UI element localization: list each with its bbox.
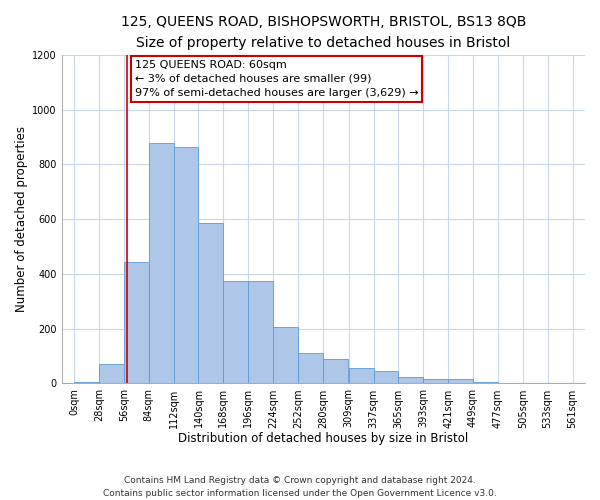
Bar bbox=[398, 378, 423, 384]
Title: 125, QUEENS ROAD, BISHOPSWORTH, BRISTOL, BS13 8QB
Size of property relative to d: 125, QUEENS ROAD, BISHOPSWORTH, BRISTOL,… bbox=[121, 15, 526, 50]
Text: Contains HM Land Registry data © Crown copyright and database right 2024.
Contai: Contains HM Land Registry data © Crown c… bbox=[103, 476, 497, 498]
X-axis label: Distribution of detached houses by size in Bristol: Distribution of detached houses by size … bbox=[178, 432, 469, 445]
Bar bbox=[423, 378, 448, 384]
Bar bbox=[349, 368, 374, 384]
Bar bbox=[498, 383, 523, 384]
Bar bbox=[248, 281, 273, 384]
Y-axis label: Number of detached properties: Number of detached properties bbox=[15, 126, 28, 312]
Bar bbox=[448, 380, 473, 384]
Bar bbox=[223, 281, 248, 384]
Bar bbox=[298, 354, 323, 384]
Bar bbox=[374, 371, 398, 384]
Bar bbox=[273, 328, 298, 384]
Bar bbox=[199, 224, 223, 384]
Bar bbox=[124, 262, 149, 384]
Bar bbox=[473, 382, 498, 384]
Bar bbox=[149, 142, 173, 384]
Bar bbox=[99, 364, 124, 384]
Bar bbox=[173, 146, 199, 384]
Text: 125 QUEENS ROAD: 60sqm
← 3% of detached houses are smaller (99)
97% of semi-deta: 125 QUEENS ROAD: 60sqm ← 3% of detached … bbox=[135, 60, 419, 98]
Bar bbox=[74, 382, 99, 384]
Bar bbox=[323, 359, 348, 384]
Bar bbox=[523, 383, 548, 384]
